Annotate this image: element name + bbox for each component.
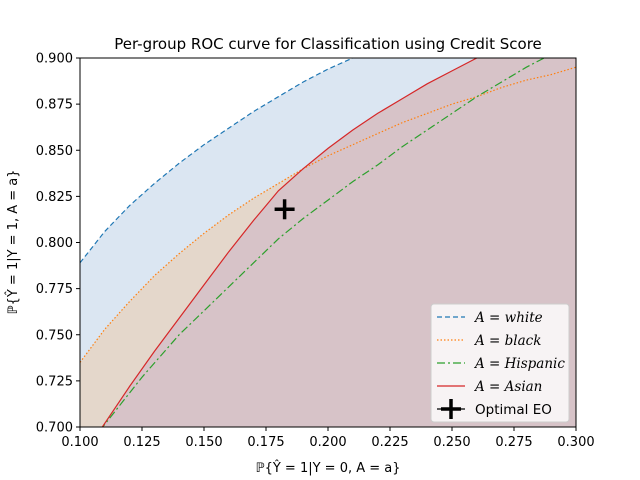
- legend-label-optimal-eo: Optimal EO: [475, 402, 552, 418]
- curve-asian: [101, 58, 479, 427]
- y-tick-label: 0.775: [36, 282, 73, 297]
- y-tick-label: 0.875: [36, 98, 73, 113]
- legend-label-black: A = black: [473, 333, 541, 349]
- legend-label-asian: A = Asian: [473, 379, 542, 395]
- chart-title: Per-group ROC curve for Classification u…: [114, 35, 542, 53]
- x-tick-label: 0.200: [309, 435, 346, 450]
- legend-label-white: A = white: [473, 310, 543, 326]
- curve-black: [80, 66, 576, 363]
- x-tick-label: 0.125: [123, 435, 160, 450]
- legend-label-hispanic: A = Hispanic: [473, 356, 565, 372]
- y-tick-label: 0.700: [36, 421, 73, 436]
- y-tick-label: 0.850: [36, 144, 73, 159]
- x-tick-label: 0.150: [185, 435, 222, 450]
- x-tick-label: 0.225: [371, 435, 408, 450]
- curve-white: [80, 58, 355, 264]
- y-axis-label: ℙ{Ŷ = 1|Y = 1, A = a}: [5, 169, 21, 314]
- y-axis-ticks: 0.700 0.725 0.750 0.775 0.800 0.825 0.850 0.875…: [36, 52, 80, 436]
- y-tick-label: 0.825: [36, 190, 73, 205]
- roc-curves: [80, 58, 576, 427]
- y-tick-label: 0.750: [36, 328, 73, 343]
- x-tick-label: 0.275: [495, 435, 532, 450]
- x-axis-label: ℙ{Ŷ = 1|Y = 0, A = a}: [255, 460, 400, 476]
- marker-layer: [274, 199, 295, 220]
- y-tick-label: 0.800: [36, 236, 73, 251]
- x-tick-label: 0.100: [61, 435, 98, 450]
- y-tick-label: 0.725: [36, 374, 73, 389]
- x-tick-label: 0.300: [557, 435, 594, 450]
- x-tick-label: 0.250: [433, 435, 470, 450]
- x-axis-ticks: 0.100 0.125 0.150 0.175 0.200 0.225 0.250 0.275…: [61, 427, 595, 450]
- optimal-eo-marker: [274, 199, 295, 220]
- legend-box: [430, 303, 570, 423]
- y-tick-label: 0.900: [36, 52, 73, 67]
- curve-hispanic: [101, 58, 546, 427]
- x-tick-label: 0.175: [247, 435, 284, 450]
- legend: A = white A = black A = Hispanic A = Asian O…: [430, 303, 570, 423]
